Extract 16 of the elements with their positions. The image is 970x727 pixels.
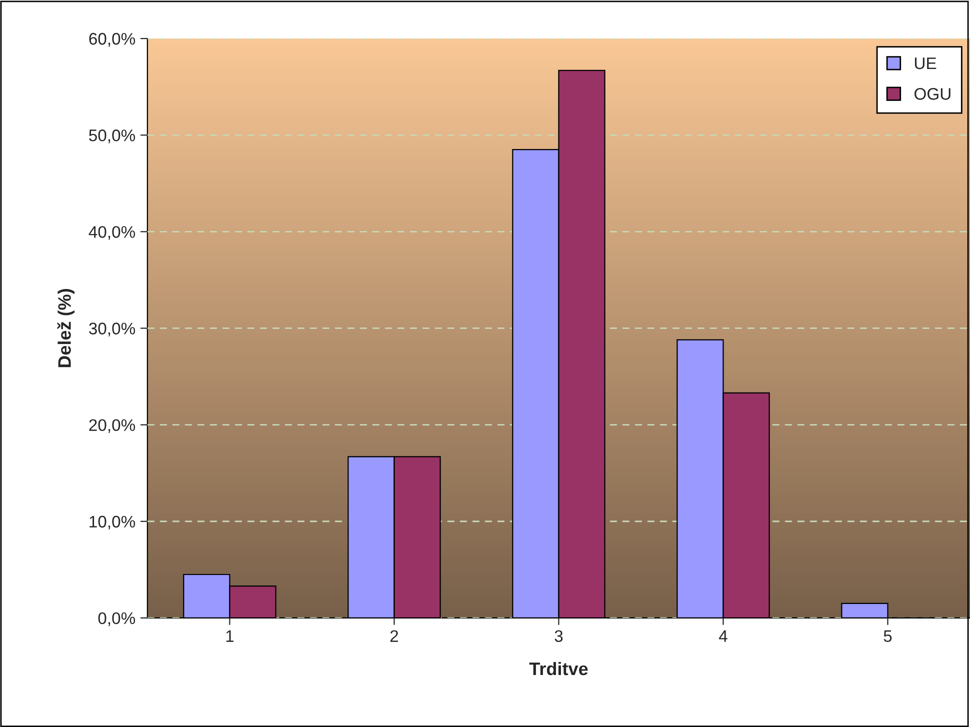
y-tick-label: 20,0% (89, 419, 136, 433)
y-tick-label: 30,0% (89, 322, 136, 336)
y-tick-label: 50,0% (89, 130, 136, 144)
y-tick-label: 40,0% (88, 226, 136, 240)
legend-label: UE (914, 58, 936, 70)
x-axis-title: Trditve (529, 662, 588, 676)
x-tick-label: 1 (226, 630, 234, 642)
y-tick-label: 10,0% (90, 516, 136, 530)
y-tick-label: 0,0% (98, 612, 136, 626)
legend-label: OGU (914, 88, 950, 100)
x-tick-label: 4 (718, 630, 728, 642)
y-tick-label: 60,0% (89, 32, 136, 47)
y-axis-title: Delež (%) (57, 289, 74, 368)
x-tick-label: 2 (390, 630, 398, 642)
x-tick-label: 3 (554, 630, 563, 642)
x-tick-label: 5 (884, 630, 892, 642)
